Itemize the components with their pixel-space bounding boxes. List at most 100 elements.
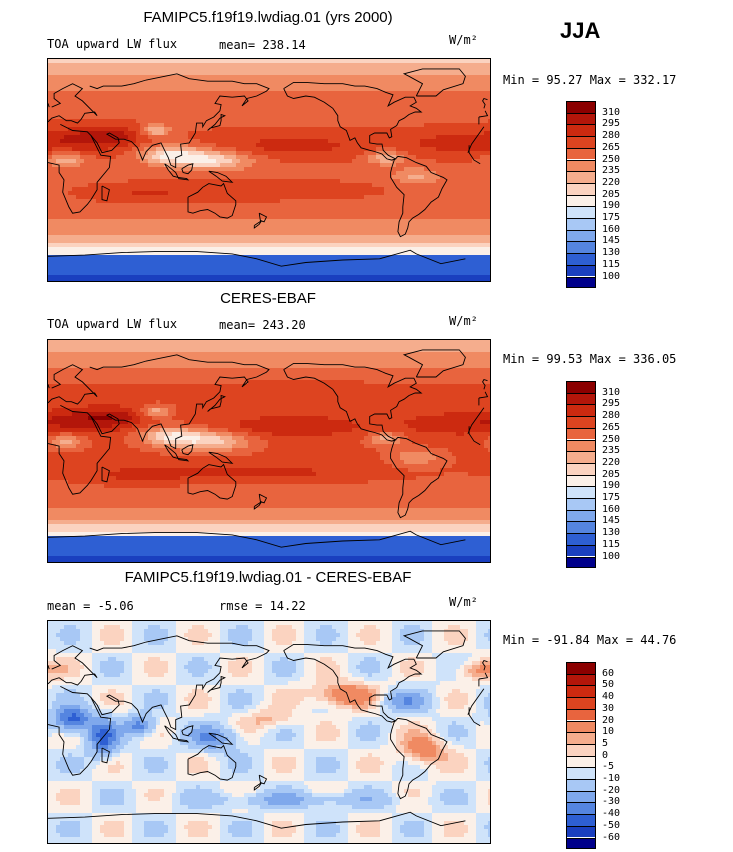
coastlines — [48, 68, 489, 267]
colorbar-separator — [566, 685, 596, 687]
colorbar-tick-label: 280 — [602, 410, 621, 422]
colorbar-separator — [566, 439, 596, 441]
colorbar-tick-label: 115 — [602, 538, 621, 550]
colorbar-separator — [566, 720, 596, 722]
colorbar-tick-label: 265 — [602, 141, 621, 153]
colorbar-tick-label: -60 — [602, 831, 621, 843]
colorbar-separator — [566, 416, 596, 418]
colorbar-tick-label: 250 — [602, 433, 621, 445]
coastline — [187, 744, 237, 781]
panel-2-map-canvas — [48, 340, 490, 562]
colorbar-separator — [566, 194, 596, 196]
coastline — [101, 185, 110, 202]
coastline — [253, 501, 262, 510]
map-field-cells — [48, 340, 490, 562]
colorbar-separator — [566, 112, 596, 114]
colorbar-separator — [566, 556, 596, 558]
panel-2-map — [47, 339, 491, 563]
colorbar-tick-label: 295 — [602, 118, 621, 130]
coastline — [187, 182, 237, 219]
panel-3-title: FAMIPC5.f19f19.lwdiag.01 - CERES-EBAF — [124, 569, 412, 586]
colorbar-separator — [566, 509, 596, 511]
colorbar-tick-label: 130 — [602, 247, 621, 259]
colorbar-tick-label: 130 — [602, 527, 621, 539]
colorbar-tick-label: 190 — [602, 480, 621, 492]
colorbar-separator — [566, 732, 596, 734]
coastline — [283, 643, 423, 723]
coastline — [402, 68, 466, 97]
coastline — [48, 249, 466, 267]
colorbar-separator — [566, 743, 596, 745]
colorbar-separator — [566, 755, 596, 757]
colorbar-tick-label: 310 — [602, 386, 621, 398]
coastline — [478, 672, 489, 680]
colorbar-tick-label: 175 — [602, 492, 621, 503]
panel-1-colorbar: 310 295 280 265 250 235 220 205 190 175 160 145 130 1… — [566, 101, 620, 289]
colorbar-tick-label: -30 — [602, 796, 621, 808]
coastlines — [48, 630, 489, 829]
colorbar-separator — [566, 825, 596, 827]
coastline — [178, 457, 190, 462]
coastline — [207, 675, 226, 693]
colorbar-tick-label: 220 — [602, 176, 621, 188]
colorbar-tick-label: 145 — [602, 235, 621, 247]
colorbar-tick-label: 145 — [602, 515, 621, 527]
coastline — [283, 81, 423, 161]
panel-3-minmax: Min = -91.84 Max = 44.76 — [503, 633, 677, 647]
panel-1-variable-label: TOA upward LW flux — [47, 37, 178, 51]
colorbar-tick-label: 100 — [602, 550, 621, 562]
colorbar-tick-label: 295 — [602, 398, 621, 410]
coastline — [101, 747, 110, 764]
coastline — [208, 732, 234, 745]
panel-1-units: W/m² — [449, 33, 478, 47]
coastline — [482, 378, 488, 390]
coastline — [48, 83, 98, 124]
coastline — [482, 97, 488, 109]
colorbar-separator — [566, 171, 596, 173]
panel-2-variable-label: TOA upward LW flux — [47, 317, 178, 331]
colorbar-separator — [566, 462, 596, 464]
colorbar-separator — [566, 814, 596, 816]
colorbar-tick-label: 190 — [602, 200, 621, 212]
panel-2-units: W/m² — [449, 314, 478, 328]
map-field-cells — [48, 59, 490, 281]
coastline — [164, 163, 179, 179]
panel-1-mean-label: mean= 238.14 — [219, 38, 306, 52]
coastline — [390, 717, 448, 800]
panel-3-mean-label: mean = -5.06 — [47, 599, 134, 613]
colorbar-tick-label: 5 — [602, 737, 609, 749]
colorbar-separator — [566, 474, 596, 476]
colorbar-tick-label: 205 — [602, 188, 621, 200]
coastline — [101, 466, 110, 483]
colorbar-separator — [566, 498, 596, 499]
colorbar-separator — [566, 837, 596, 839]
coastline — [178, 176, 190, 181]
colorbar-separator — [566, 159, 596, 161]
colorbar-tick-label: 20 — [602, 714, 615, 726]
colorbar-tick-label: 60 — [602, 667, 615, 679]
colorbar-tick-label: 235 — [602, 445, 621, 457]
coastline — [187, 463, 237, 500]
colorbar-tick-label: 175 — [602, 212, 621, 223]
colorbar-separator — [566, 708, 596, 710]
coastline — [253, 220, 262, 229]
colorbar-separator — [566, 218, 596, 219]
colorbar-separator — [566, 427, 596, 429]
coastline — [181, 444, 194, 456]
colorbar-separator — [566, 264, 596, 266]
coastline — [478, 110, 489, 118]
coastline — [48, 384, 50, 389]
coastline — [48, 645, 98, 686]
coastline — [390, 155, 448, 238]
panel-2-colorbar: 310 295 280 265 250 235 220 205 190 175 160 145 130 1… — [566, 381, 620, 569]
panel-2-minmax: Min = 99.53 Max = 336.05 — [503, 352, 677, 366]
season-label: JJA — [560, 18, 601, 43]
coastline — [283, 362, 423, 442]
coastline — [468, 426, 481, 446]
colorbar-tick-label: 160 — [602, 223, 621, 235]
panel-3-units: W/m² — [449, 595, 478, 609]
colorbar-separator — [566, 521, 596, 523]
coastline — [207, 113, 226, 131]
colorbar-tick-label: -50 — [602, 819, 621, 831]
colorbar-tick-label: 235 — [602, 165, 621, 177]
